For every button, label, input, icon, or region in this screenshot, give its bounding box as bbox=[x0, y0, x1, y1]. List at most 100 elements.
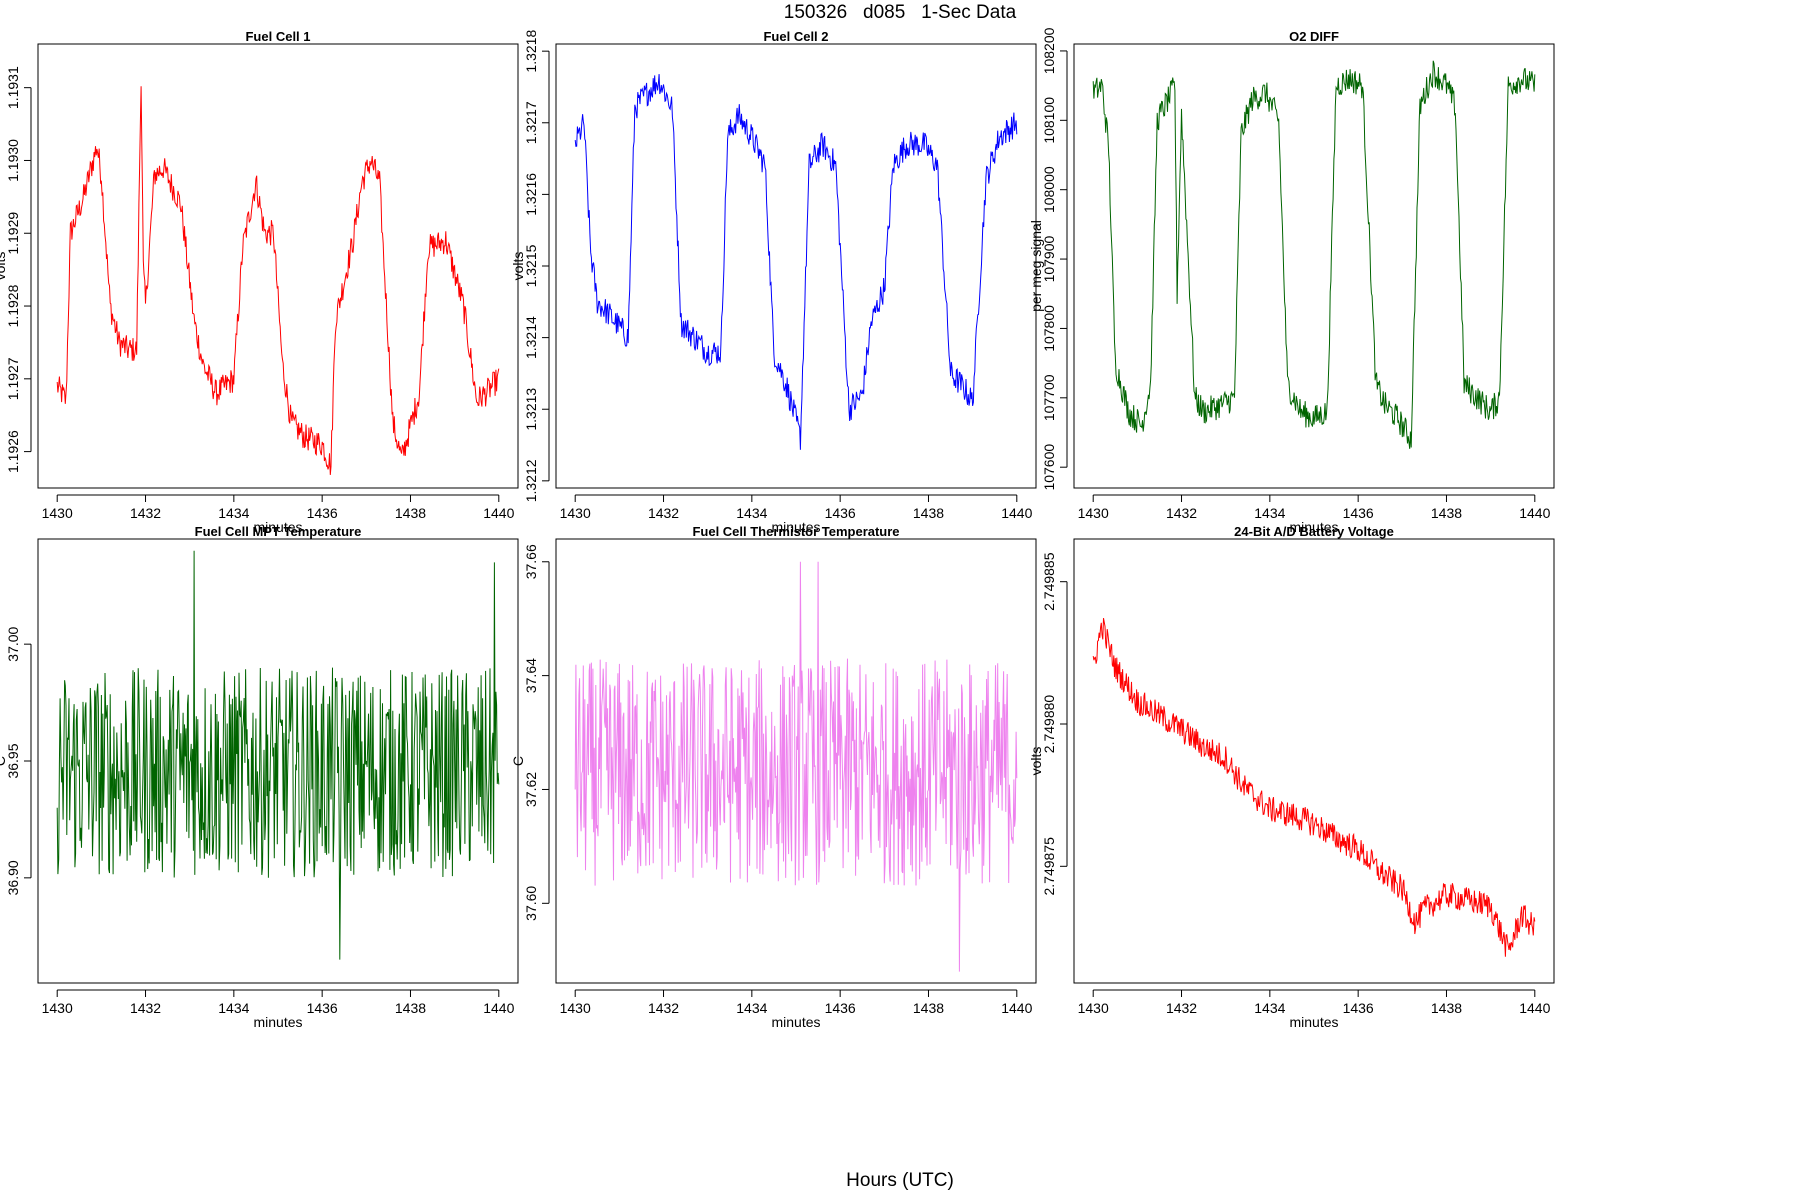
series-line bbox=[56, 86, 500, 475]
x-tick-label: 1440 bbox=[1001, 505, 1032, 521]
x-tick-label: 1438 bbox=[1431, 1000, 1462, 1016]
y-tick-label: 36.90 bbox=[5, 860, 21, 895]
y-axis-label: volts bbox=[0, 252, 8, 281]
y-tick-label: 37.60 bbox=[523, 886, 539, 921]
x-tick-label: 1432 bbox=[1166, 505, 1197, 521]
plot-frame bbox=[555, 43, 1037, 489]
plot-frame bbox=[555, 538, 1037, 984]
y-axis-label: C bbox=[0, 756, 8, 766]
x-tick-label: 1430 bbox=[42, 1000, 73, 1016]
y-tick-label: 37.00 bbox=[5, 626, 21, 661]
x-tick-label: 1434 bbox=[736, 505, 767, 521]
y-tick-label: 108200 bbox=[1041, 27, 1057, 74]
y-tick-label: 2.749880 bbox=[1041, 695, 1057, 754]
y-axis-label: C bbox=[510, 756, 526, 766]
x-tick-label: 1430 bbox=[560, 505, 591, 521]
y-axis: 107600 107700 107800 107900 108000 108100 1082… bbox=[1041, 27, 1068, 491]
x-tick-label: 1436 bbox=[825, 505, 856, 521]
panel-6: 24-Bit A/D Battery Voltage 1430 1432 1434 14… bbox=[1028, 524, 1555, 1030]
x-axis-label: minutes bbox=[1289, 519, 1338, 535]
y-tick-label: 1.1931 bbox=[5, 66, 21, 109]
panel-title: Fuel Cell MPT Temperature bbox=[195, 524, 362, 539]
y-axis-label: volts bbox=[1028, 747, 1044, 776]
x-tick-label: 1438 bbox=[1431, 505, 1462, 521]
plot-frame bbox=[37, 538, 519, 984]
x-tick-label: 1436 bbox=[1343, 505, 1374, 521]
y-tick-label: 1.1927 bbox=[5, 357, 21, 400]
x-tick-label: 1438 bbox=[913, 505, 944, 521]
y-tick-label: 1.3213 bbox=[523, 388, 539, 431]
x-tick-label: 1430 bbox=[560, 1000, 591, 1016]
y-axis: 37.60 37.62 37.64 37.66 bbox=[523, 544, 550, 921]
x-tick-label: 1436 bbox=[307, 1000, 338, 1016]
y-tick-label: 1.3216 bbox=[523, 173, 539, 216]
y-tick-label: 108100 bbox=[1041, 97, 1057, 144]
x-tick-label: 1430 bbox=[1078, 1000, 1109, 1016]
y-tick-label: 37.62 bbox=[523, 772, 539, 807]
y-tick-label: 37.64 bbox=[523, 658, 539, 693]
x-tick-label: 1434 bbox=[1254, 505, 1285, 521]
panel-5: Fuel Cell Thermistor Temperature 1430 1432… bbox=[510, 524, 1037, 1030]
x-tick-label: 1436 bbox=[1343, 1000, 1374, 1016]
x-tick-label: 1430 bbox=[42, 505, 73, 521]
x-tick-label: 1440 bbox=[483, 1000, 514, 1016]
y-axis-label: per meg signal bbox=[1028, 220, 1044, 312]
plot-frame bbox=[1073, 538, 1555, 984]
x-tick-label: 1432 bbox=[648, 505, 679, 521]
panel-1: Fuel Cell 1 1430 1432 1434 1436 1438 1440 minut… bbox=[0, 29, 519, 535]
figure-title: 150326 d085 1-Sec Data bbox=[783, 2, 1017, 23]
x-axis: 1430 1432 1434 1436 1438 1440 bbox=[560, 494, 1033, 521]
x-axis-label: minutes bbox=[1289, 1014, 1338, 1030]
y-tick-label: 1.1929 bbox=[5, 212, 21, 255]
x-tick-label: 1430 bbox=[1078, 505, 1109, 521]
x-tick-label: 1434 bbox=[1254, 1000, 1285, 1016]
plot-frame bbox=[1073, 43, 1555, 489]
x-axis: 1430 1432 1434 1436 1438 1440 bbox=[42, 494, 515, 521]
series-line bbox=[1092, 618, 1536, 957]
y-axis: 36.90 36.95 37.00 bbox=[5, 626, 32, 895]
x-tick-label: 1440 bbox=[1001, 1000, 1032, 1016]
x-axis-label: minutes bbox=[771, 519, 820, 535]
panel-2: Fuel Cell 2 1430 1432 1434 1436 1438 1440 minut… bbox=[510, 29, 1037, 535]
x-tick-label: 1438 bbox=[913, 1000, 944, 1016]
x-tick-label: 1432 bbox=[648, 1000, 679, 1016]
x-tick-label: 1436 bbox=[307, 505, 338, 521]
panel-3: O2 DIFF 1430 1432 1434 1436 1438 1440 minutes 10… bbox=[1028, 27, 1555, 535]
panel-title: Fuel Cell 1 bbox=[245, 29, 310, 44]
panel-title: 24-Bit A/D Battery Voltage bbox=[1234, 524, 1394, 539]
y-tick-label: 1.3212 bbox=[523, 459, 539, 502]
x-tick-label: 1432 bbox=[1166, 1000, 1197, 1016]
x-tick-label: 1438 bbox=[395, 1000, 426, 1016]
panel-title: Fuel Cell 2 bbox=[763, 29, 828, 44]
plot-frame bbox=[37, 43, 519, 489]
x-tick-label: 1440 bbox=[1519, 505, 1550, 521]
series-line bbox=[56, 550, 500, 960]
series-line bbox=[1092, 60, 1536, 449]
x-tick-label: 1434 bbox=[218, 505, 249, 521]
y-tick-label: 1.1926 bbox=[5, 430, 21, 473]
x-axis-label: minutes bbox=[253, 1014, 302, 1030]
y-tick-label: 107900 bbox=[1041, 235, 1057, 282]
y-tick-label: 2.749885 bbox=[1041, 552, 1057, 611]
x-tick-label: 1432 bbox=[130, 505, 161, 521]
y-tick-label: 1.1930 bbox=[5, 139, 21, 182]
y-tick-label: 1.3218 bbox=[523, 30, 539, 73]
y-tick-label: 36.95 bbox=[5, 743, 21, 778]
y-tick-label: 1.1928 bbox=[5, 284, 21, 327]
y-axis-label: volts bbox=[510, 252, 526, 281]
x-axis-label: minutes bbox=[771, 1014, 820, 1030]
y-tick-label: 1.3215 bbox=[523, 244, 539, 287]
series-line bbox=[574, 74, 1018, 450]
panel-title: Fuel Cell Thermistor Temperature bbox=[692, 524, 899, 539]
x-tick-label: 1432 bbox=[130, 1000, 161, 1016]
y-axis: 1.3212 1.3213 1.3214 1.3215 1.3216 1.3217 1.32… bbox=[523, 30, 550, 502]
x-tick-label: 1440 bbox=[483, 505, 514, 521]
y-tick-label: 2.749875 bbox=[1041, 837, 1057, 896]
x-tick-label: 1440 bbox=[1519, 1000, 1550, 1016]
y-axis: 2.749875 2.749880 2.749885 bbox=[1041, 552, 1068, 896]
y-tick-label: 1.3217 bbox=[523, 101, 539, 144]
y-tick-label: 107600 bbox=[1041, 444, 1057, 491]
y-tick-label: 108000 bbox=[1041, 166, 1057, 213]
x-axis-label: minutes bbox=[253, 519, 302, 535]
